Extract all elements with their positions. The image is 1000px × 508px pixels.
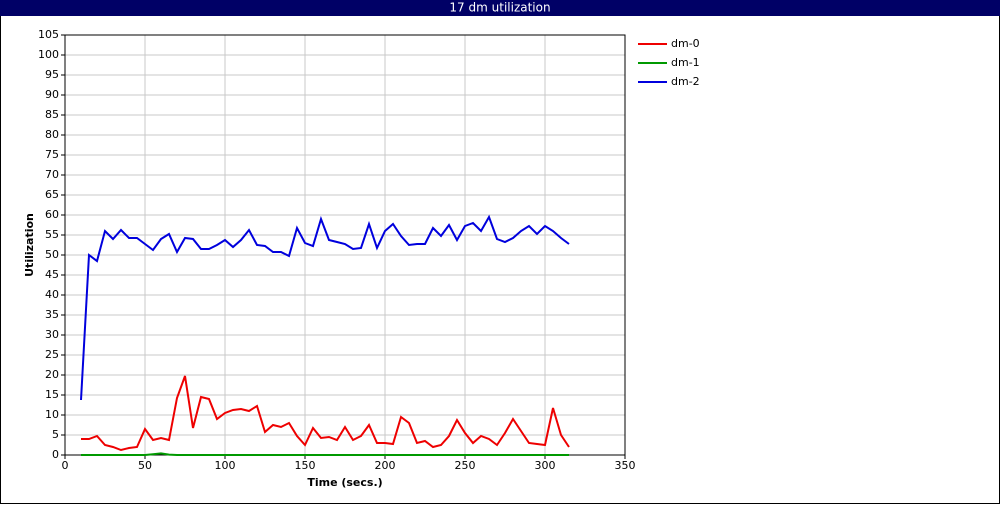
chart-title: 17 dm utilization [449,1,550,15]
x-tick-label: 0 [62,459,69,472]
y-tick-label: 0 [52,448,59,461]
legend-label: dm-1 [671,56,700,69]
y-tick-label: 50 [45,248,59,261]
y-axis-label: Utilization [23,213,36,277]
x-tick-label: 50 [138,459,152,472]
y-tick-label: 60 [45,208,59,221]
y-tick-label: 5 [52,428,59,441]
series-line [80,214,570,401]
y-tick-label: 65 [45,188,59,201]
y-tick-label: 20 [45,368,59,381]
y-tick-label: 55 [45,228,59,241]
x-tick-label: 250 [455,459,476,472]
y-tick-label: 15 [45,388,59,401]
series-line [81,452,569,456]
x-tick-label: 300 [535,459,556,472]
x-tick-label: 350 [615,459,636,472]
x-tick-label: 100 [215,459,236,472]
x-tick-label: 200 [375,459,396,472]
y-tick-label: 80 [45,128,59,141]
x-axis-label: Time (secs.) [307,476,382,489]
y-tick-label: 45 [45,268,59,281]
y-tick-label: 35 [45,308,59,321]
legend-label: dm-0 [671,37,700,50]
y-tick-label: 30 [45,328,59,341]
y-tick-label: 75 [45,148,59,161]
y-tick-label: 25 [45,348,59,361]
y-tick-label: 40 [45,288,59,301]
legend-label: dm-2 [671,75,700,88]
title-bar [0,0,1000,16]
y-tick-label: 95 [45,68,59,81]
y-tick-label: 90 [45,88,59,101]
y-tick-label: 85 [45,108,59,121]
y-tick-label: 70 [45,168,59,181]
series-line [81,375,570,452]
x-tick-label: 150 [295,459,316,472]
y-tick-label: 100 [38,48,59,61]
y-tick-label: 10 [45,408,59,421]
y-tick-label: 105 [38,28,59,41]
